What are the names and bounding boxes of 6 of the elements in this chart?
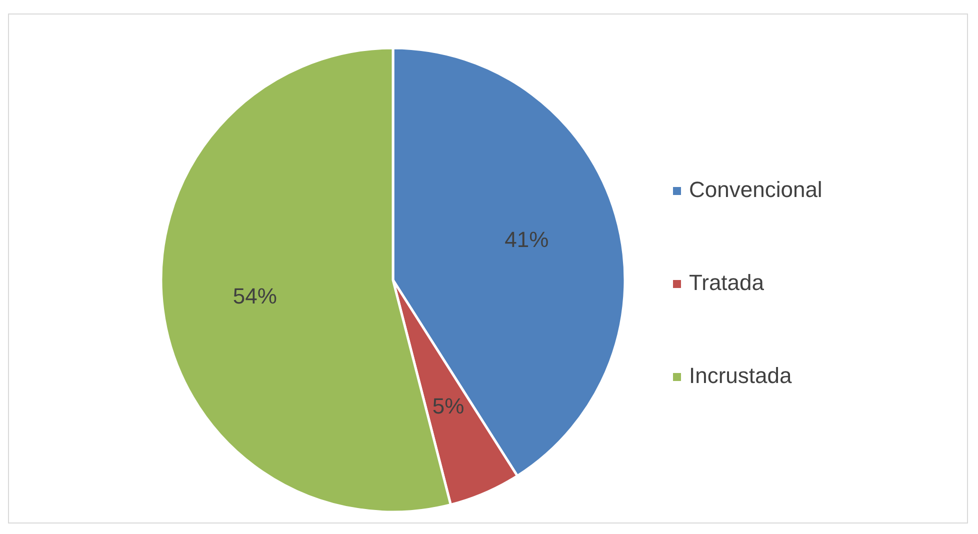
data-label: 41% bbox=[504, 226, 549, 252]
legend-label: Convencional bbox=[689, 176, 822, 202]
data-label: 5% bbox=[432, 394, 464, 419]
data-label: 54% bbox=[232, 283, 277, 308]
legend-label: Incrustada bbox=[689, 362, 792, 388]
legend-label: Tratada bbox=[689, 270, 765, 295]
